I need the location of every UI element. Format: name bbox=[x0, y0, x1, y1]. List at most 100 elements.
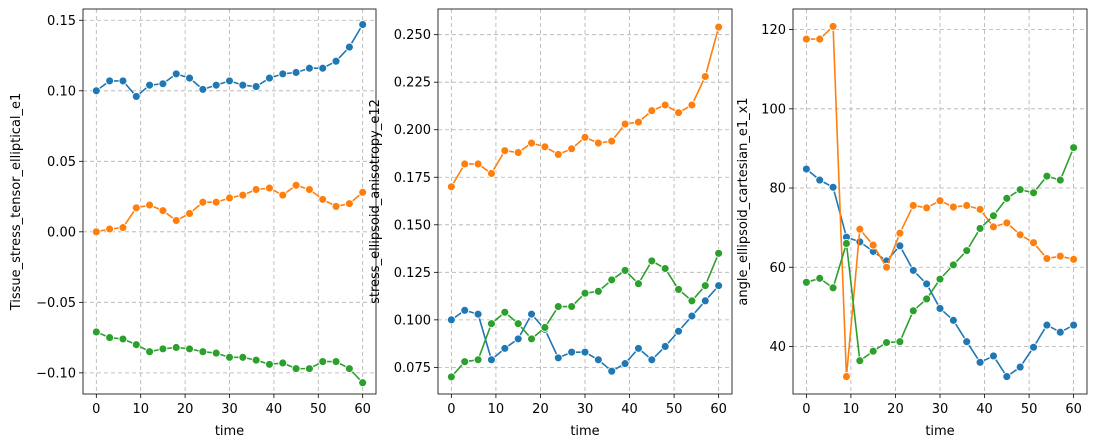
x-axis-label: time bbox=[215, 424, 244, 439]
data-point-blue bbox=[553, 353, 563, 363]
data-point-orange bbox=[815, 34, 825, 44]
data-point-green bbox=[158, 344, 168, 354]
data-point-green bbox=[935, 274, 945, 284]
y-axis-label: Tissue_stress_tensor_elliptical_e1 bbox=[9, 93, 24, 312]
x-axis-label: time bbox=[570, 424, 599, 439]
x-tick-label: 40 bbox=[621, 402, 638, 417]
data-point-green bbox=[908, 306, 918, 316]
data-point-green bbox=[198, 347, 208, 357]
data-point-blue bbox=[1042, 320, 1052, 330]
data-point-blue bbox=[634, 343, 643, 353]
x-tick-label: 20 bbox=[887, 402, 904, 417]
data-point-blue bbox=[118, 76, 128, 86]
data-point-green bbox=[895, 337, 905, 347]
y-tick-label: 0.225 bbox=[394, 76, 431, 91]
data-point-green bbox=[278, 358, 288, 368]
data-point-green bbox=[1015, 185, 1025, 195]
data-point-blue bbox=[895, 241, 905, 251]
data-point-green bbox=[868, 346, 878, 356]
data-point-green bbox=[1029, 188, 1038, 198]
y-tick-label: 0.100 bbox=[394, 313, 431, 328]
data-point-orange bbox=[989, 222, 998, 232]
data-point-blue bbox=[660, 342, 670, 351]
data-point-blue bbox=[278, 69, 288, 79]
data-point-orange bbox=[647, 106, 657, 116]
data-point-orange bbox=[828, 21, 838, 31]
x-tick-label: 60 bbox=[710, 402, 727, 417]
data-point-orange bbox=[131, 203, 141, 213]
data-point-blue bbox=[225, 76, 234, 86]
data-point-green bbox=[318, 357, 328, 367]
data-point-green bbox=[647, 256, 657, 266]
data-point-green bbox=[185, 344, 194, 354]
data-point-green bbox=[1069, 143, 1079, 153]
data-point-blue bbox=[446, 315, 456, 325]
data-point-green bbox=[700, 281, 710, 291]
data-point-blue bbox=[948, 315, 958, 325]
data-point-blue bbox=[331, 56, 341, 66]
data-point-green bbox=[855, 356, 865, 366]
data-point-orange bbox=[948, 202, 958, 212]
data-point-blue bbox=[1015, 362, 1025, 372]
data-point-orange bbox=[553, 149, 563, 159]
data-point-green bbox=[265, 359, 274, 369]
x-tick-label: 30 bbox=[932, 402, 949, 417]
data-point-blue bbox=[1069, 320, 1079, 330]
data-point-blue bbox=[1055, 327, 1065, 337]
data-point-blue bbox=[714, 281, 724, 291]
data-point-orange bbox=[91, 227, 101, 237]
data-point-green bbox=[660, 264, 670, 273]
subplot-2: 0.075 0.100 0.125 0.150 0.175 0.200 0.225 0.250… bbox=[368, 8, 733, 439]
data-point-blue bbox=[145, 80, 155, 90]
x-axis-label: time bbox=[925, 424, 954, 439]
data-point-orange bbox=[882, 262, 891, 272]
data-point-green bbox=[131, 340, 141, 350]
data-point-green bbox=[331, 357, 341, 367]
data-point-orange bbox=[331, 201, 341, 211]
data-point-orange bbox=[1029, 238, 1038, 248]
subplot-1: −0.10 −0.05 0.00 0.05 0.10 0.15 0 10 20 30 40 50 60… bbox=[9, 8, 377, 439]
data-point-orange bbox=[868, 240, 878, 250]
data-point-blue bbox=[593, 355, 603, 365]
data-point-green bbox=[674, 284, 683, 294]
subplot-3: 40 60 80 100 120 0 10 20 30 40 50 60 time angle_el… bbox=[736, 8, 1088, 439]
data-point-orange bbox=[620, 119, 630, 129]
data-point-orange bbox=[895, 228, 905, 238]
data-point-orange bbox=[358, 187, 368, 197]
data-point-orange bbox=[118, 223, 128, 233]
data-point-blue bbox=[91, 86, 101, 96]
data-point-green bbox=[225, 352, 234, 362]
data-point-orange bbox=[158, 206, 168, 216]
x-tick-label: 60 bbox=[1065, 402, 1082, 417]
data-point-blue bbox=[855, 237, 865, 247]
data-point-orange bbox=[922, 203, 932, 213]
data-point-blue bbox=[291, 68, 301, 77]
data-point-blue bbox=[473, 309, 483, 319]
data-point-green bbox=[882, 338, 891, 347]
data-point-orange bbox=[291, 180, 301, 190]
data-point-blue bbox=[647, 355, 657, 365]
data-point-green bbox=[171, 343, 181, 352]
data-point-orange bbox=[145, 200, 155, 210]
data-point-green bbox=[487, 319, 496, 329]
y-tick-label: 0.125 bbox=[394, 266, 431, 281]
data-point-orange bbox=[842, 372, 851, 382]
data-point-blue bbox=[198, 84, 208, 94]
data-point-green bbox=[975, 223, 985, 233]
y-tick-label: −0.10 bbox=[36, 366, 76, 381]
data-point-orange bbox=[908, 201, 918, 210]
data-point-orange bbox=[660, 100, 670, 110]
data-point-blue bbox=[251, 82, 261, 92]
data-point-blue bbox=[801, 164, 811, 174]
data-point-orange bbox=[487, 169, 496, 178]
data-point-green bbox=[687, 296, 697, 306]
data-point-orange bbox=[1002, 218, 1012, 228]
y-axis-label: stress_ellipsoid_anisotropy_e12 bbox=[368, 99, 383, 304]
data-point-orange bbox=[344, 199, 354, 209]
data-point-orange bbox=[251, 185, 261, 194]
data-point-orange bbox=[674, 108, 683, 118]
data-point-orange bbox=[593, 138, 603, 148]
data-point-orange bbox=[198, 197, 208, 207]
data-point-blue bbox=[158, 79, 168, 89]
data-point-orange bbox=[1042, 254, 1052, 263]
